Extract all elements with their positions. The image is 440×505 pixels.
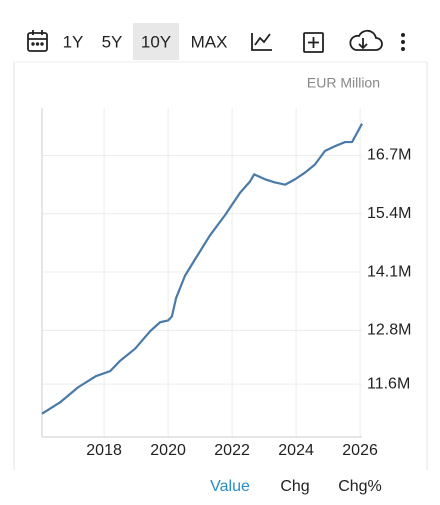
tab[interactable]: Value — [210, 478, 250, 495]
x-tick-label: 2026 — [342, 442, 378, 459]
y-tick-label: 15.4M — [367, 205, 411, 222]
x-tick-label: 2024 — [278, 442, 314, 459]
range-button[interactable]: MAX — [191, 32, 228, 51]
x-tick-label: 2022 — [214, 442, 250, 459]
y-tick-label: 14.1M — [367, 263, 411, 280]
data-line — [41, 123, 363, 415]
range-button[interactable]: 10Y — [141, 32, 171, 51]
line-chart-icon[interactable] — [251, 33, 272, 51]
more-icon[interactable] — [401, 33, 405, 51]
y-tick-label: 12.8M — [367, 322, 411, 339]
add-icon[interactable] — [303, 32, 324, 53]
tab[interactable]: Chg — [280, 478, 309, 495]
range-button[interactable]: 5Y — [102, 32, 123, 51]
x-tick-label: 2018 — [86, 442, 122, 459]
calendar-icon[interactable] — [27, 30, 48, 52]
tab[interactable]: Chg% — [338, 478, 382, 495]
range-highlight — [133, 23, 179, 60]
x-tick-label: 2020 — [150, 442, 186, 459]
download-icon[interactable] — [349, 29, 383, 51]
range-button[interactable]: 1Y — [63, 32, 84, 51]
y-tick-label: 11.6M — [367, 375, 410, 392]
y-tick-label: 16.7M — [367, 147, 411, 164]
unit-label: EUR Million — [307, 75, 380, 91]
